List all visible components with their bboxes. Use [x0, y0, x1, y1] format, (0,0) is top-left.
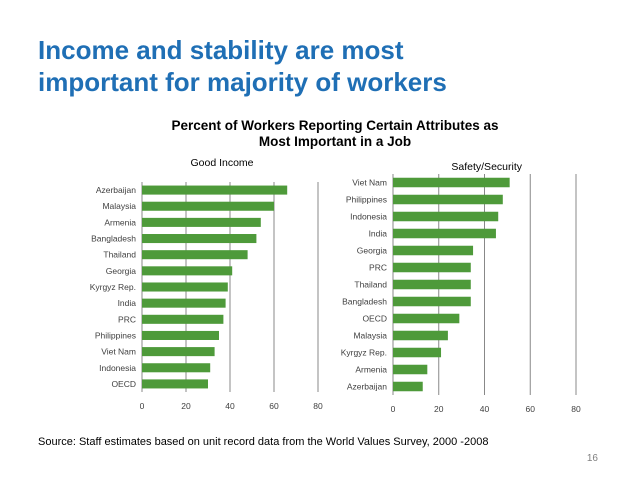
chart-2-bar	[393, 211, 499, 222]
chart-1-bar	[142, 363, 211, 373]
chart-2-category-label: OECD	[362, 314, 387, 324]
chart-2-bar	[393, 364, 428, 375]
chart-2-category-label: Philippines	[346, 195, 387, 205]
chart-1-bar	[142, 379, 208, 389]
chart-2-bar	[393, 381, 423, 392]
chart-2-bar	[393, 177, 510, 188]
chart-1-tick-label: 80	[313, 401, 323, 411]
chart-2-bar	[393, 194, 503, 205]
chart-2-bar	[393, 313, 460, 324]
chart-2-category-label: Kyrgyz Rep.	[341, 348, 387, 358]
chart-2-category-label: Armenia	[355, 365, 387, 375]
chart-2-tick-label: 0	[391, 404, 396, 414]
chart-1-bar	[142, 314, 224, 324]
chart-1-bar	[142, 201, 274, 211]
chart-1-bar	[142, 185, 288, 195]
chart-1-category-label: Indonesia	[99, 363, 136, 373]
chart-2-category-label: Viet Nam	[352, 178, 387, 188]
chart-2-category-label: PRC	[369, 263, 387, 273]
chart-1-category-label: Viet Nam	[101, 347, 136, 357]
chart-2-category-label: Azerbaijan	[347, 382, 387, 392]
chart-2-category-label: Bangladesh	[342, 297, 387, 307]
chart-1-tick-label: 60	[269, 401, 279, 411]
chart-2-category-label: Malaysia	[353, 331, 387, 341]
chart-1-category-label: Armenia	[104, 217, 136, 227]
chart-1-tick-label: 20	[181, 401, 191, 411]
chart-2-bar	[393, 228, 496, 239]
page-number: 16	[586, 453, 598, 464]
chart-2-title: Safety/Security	[451, 161, 522, 173]
chart-2-category-label: Georgia	[357, 246, 388, 256]
chart-2-category-label: India	[369, 229, 388, 239]
chart-title: Percent of Workers Reporting Certain Att…	[150, 118, 520, 150]
chart-1-bar	[142, 347, 215, 357]
chart-1-bar	[142, 217, 261, 227]
chart-2-category-label: Indonesia	[350, 212, 387, 222]
chart-1-tick-label: 0	[140, 401, 145, 411]
chart-1-category-label: Bangladesh	[91, 234, 136, 244]
chart-2-bar	[393, 245, 474, 256]
chart-2-bar	[393, 330, 448, 341]
chart-2-category-label: Thailand	[354, 280, 387, 290]
chart-1-category-label: PRC	[118, 314, 136, 324]
chart-1-category-label: OECD	[111, 379, 136, 389]
chart-1-bar	[142, 330, 219, 340]
chart-1-bar	[142, 234, 257, 244]
chart-title-line-1: Percent of Workers Reporting Certain Att…	[171, 118, 499, 133]
chart-2-bar	[393, 279, 471, 290]
chart-1-tick-label: 40	[225, 401, 235, 411]
chart-1-category-label: Azerbaijan	[96, 185, 136, 195]
slide-title-line-1: Income and stability are most	[38, 35, 404, 65]
chart-2-tick-label: 60	[526, 404, 536, 414]
chart-2-tick-label: 80	[571, 404, 581, 414]
chart-1-title: Good Income	[190, 157, 253, 169]
chart-1-category-label: Philippines	[95, 330, 136, 340]
chart-2-tick-label: 40	[480, 404, 490, 414]
chart-1-category-label: Kyrgyz Rep.	[90, 282, 136, 292]
slide-title: Income and stability are most important …	[38, 34, 598, 98]
chart-2-bar	[393, 296, 471, 307]
chart-1-bar	[142, 266, 233, 276]
chart-2-bar	[393, 262, 471, 273]
chart-1-bar	[142, 298, 226, 308]
chart-2-bar	[393, 347, 442, 358]
source-note: Source: Staff estimates based on unit re…	[38, 436, 489, 448]
chart-1-category-label: Georgia	[106, 266, 137, 276]
chart-2-tick-label: 20	[434, 404, 444, 414]
chart-1-bar	[142, 250, 248, 260]
chart-1-category-label: Malaysia	[102, 201, 136, 211]
chart-1-category-label: Thailand	[103, 250, 136, 260]
slide-title-line-2: important for majority of workers	[38, 67, 447, 97]
chart-1-bar	[142, 282, 228, 292]
chart-title-line-2: Most Important in a Job	[258, 134, 412, 149]
chart-1-category-label: India	[118, 298, 137, 308]
